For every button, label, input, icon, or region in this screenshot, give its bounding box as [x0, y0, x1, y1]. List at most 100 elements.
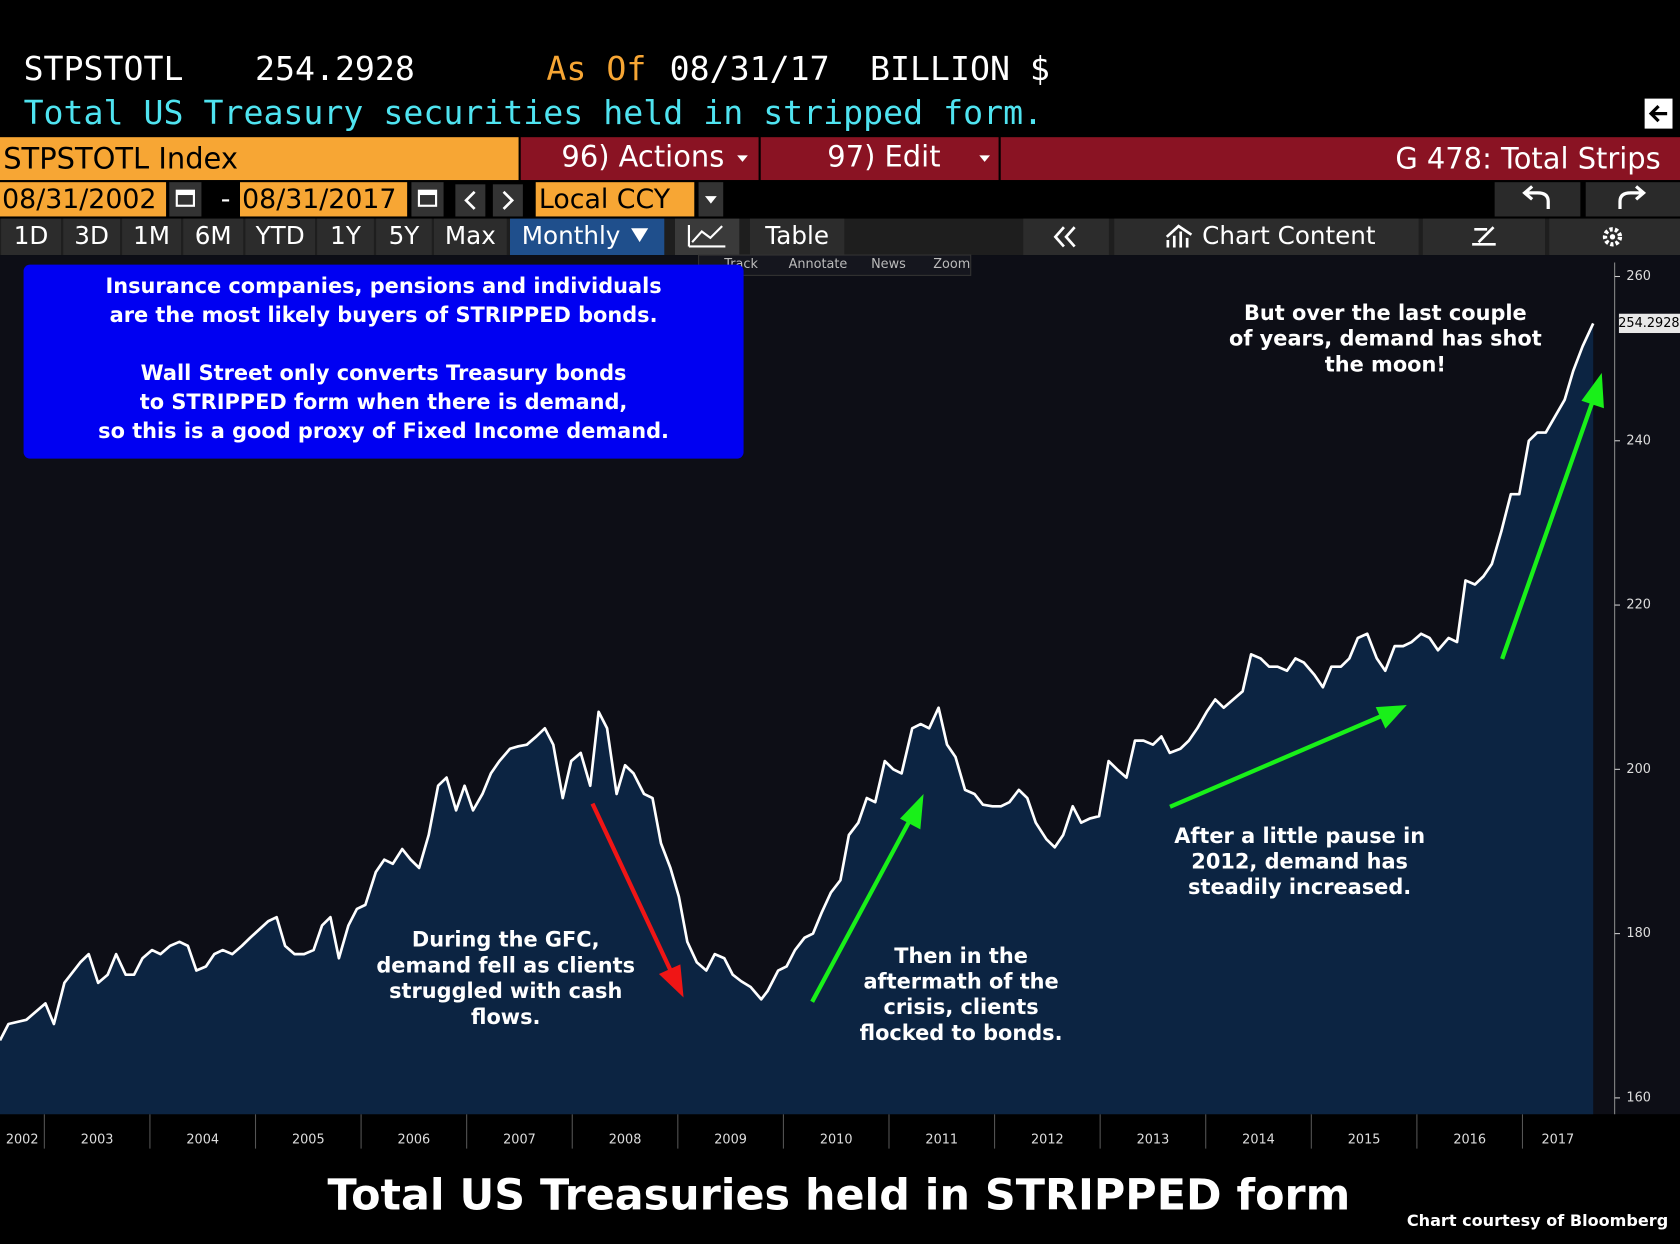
y-tick-label: 160 — [1626, 1090, 1651, 1105]
end-date: 08/31/2017 — [242, 184, 396, 215]
range-button[interactable] — [183, 218, 244, 256]
caret — [631, 228, 649, 243]
x-tick-label: 2015 — [1348, 1133, 1381, 1148]
annotation-line: are the most likely buyers of STRIPPED b… — [110, 303, 658, 327]
y-tick-label: 260 — [1626, 269, 1651, 284]
units: BILLION $ — [870, 49, 1050, 88]
y-tick-label: 220 — [1626, 598, 1651, 613]
chart-content-label: Chart Content — [1202, 221, 1376, 250]
x-axis-band — [0, 1114, 1680, 1151]
caret — [979, 155, 990, 162]
range-button[interactable] — [122, 218, 182, 256]
annotation-line: 2012, demand has — [1191, 850, 1408, 874]
x-tick-label: 2006 — [398, 1133, 431, 1148]
range-label: 1D — [14, 221, 49, 250]
chart-credit: Chart courtesy of Bloomberg — [1407, 1211, 1668, 1230]
table-label: Table — [764, 221, 829, 250]
calendar-icon[interactable] — [411, 182, 444, 217]
actions-menu[interactable] — [520, 137, 759, 181]
collapse-button[interactable] — [1023, 218, 1109, 256]
annotation-line: the moon! — [1325, 352, 1446, 376]
annotation-line: struggled with cash — [389, 979, 622, 1003]
security-name: STPSTOTL Index — [3, 142, 238, 176]
x-tick-label: 2012 — [1031, 1133, 1064, 1148]
last-value-label: 254.2928 — [1618, 316, 1679, 331]
next-button[interactable] — [492, 184, 523, 217]
annotation-line: aftermath of the — [863, 970, 1058, 994]
annotation-line: But over the last couple — [1244, 301, 1527, 325]
currency: Local CCY — [539, 184, 671, 215]
annotation-line: Then in the — [894, 944, 1028, 968]
currency-dropdown[interactable] — [698, 182, 724, 217]
x-tick-label: 2005 — [292, 1133, 325, 1148]
range-label: 6M — [195, 221, 232, 250]
actions-label: 96) Actions — [561, 140, 724, 174]
undo-button[interactable] — [1494, 182, 1581, 217]
as-of-date: 08/31/17 — [670, 49, 830, 88]
exit-icon[interactable] — [1644, 98, 1673, 129]
calendar-icon[interactable] — [169, 182, 202, 217]
y-tick-label: 200 — [1626, 762, 1651, 777]
edit-menu[interactable] — [760, 137, 999, 181]
redo-button[interactable] — [1585, 182, 1680, 217]
arrow-green — [1500, 372, 1604, 660]
arrow-red — [590, 802, 684, 998]
end-date-field[interactable] — [240, 182, 408, 217]
x-tick-label: 2014 — [1242, 1133, 1275, 1148]
description: Total US Treasury securities held in str… — [24, 93, 1044, 132]
date-separator: - — [221, 184, 231, 215]
annotation-line: so this is a good proxy of Fixed Income … — [98, 419, 669, 443]
range-button[interactable] — [317, 218, 374, 256]
chart-view-button[interactable] — [675, 218, 740, 256]
currency-field[interactable] — [535, 182, 695, 217]
tool-label[interactable]: Zoom — [933, 257, 970, 272]
annotation-line: to STRIPPED form when there is demand, — [140, 390, 628, 414]
settings-button[interactable] — [1549, 218, 1680, 256]
range-label: YTD — [255, 221, 305, 250]
range-button[interactable] — [245, 218, 315, 256]
range-button[interactable] — [376, 218, 432, 256]
line — [0, 322, 1595, 1042]
annotation-line: crisis, clients — [884, 995, 1039, 1019]
security-field[interactable] — [0, 137, 519, 181]
tool-label[interactable]: Annotate — [789, 257, 848, 272]
y-tick-label: 240 — [1626, 433, 1651, 448]
y-tick-label: 180 — [1626, 926, 1651, 941]
prev-button[interactable] — [455, 184, 486, 217]
start-date-field[interactable] — [0, 182, 167, 217]
range-button[interactable] — [63, 218, 120, 256]
chart-content-button[interactable] — [1114, 218, 1419, 256]
annotation-line: Insurance companies, pensions and indivi… — [105, 274, 661, 298]
area — [0, 323, 1594, 1115]
annotation-line: Wall Street only converts Treasury bonds — [141, 361, 627, 385]
frequency: Monthly — [522, 221, 621, 250]
annotation-line: After a little pause in — [1174, 824, 1425, 848]
x-tick-label: 2010 — [820, 1133, 853, 1148]
range-label: 3D — [74, 221, 109, 250]
tool-label[interactable]: News — [871, 257, 906, 272]
start-date: 08/31/2002 — [2, 184, 156, 215]
annotation-line: demand fell as clients — [376, 953, 635, 977]
x-tick-label: 2003 — [81, 1133, 114, 1148]
chart-name-bar — [1000, 137, 1680, 181]
x-tick-label: 2017 — [1542, 1133, 1575, 1148]
edit-chart-button[interactable] — [1422, 218, 1545, 256]
table-button[interactable] — [750, 218, 845, 256]
annotation-line: During the GFC, — [412, 928, 600, 952]
range-label: Max — [445, 221, 496, 250]
range-button[interactable] — [433, 218, 507, 256]
edit-label: 97) Edit — [827, 140, 940, 174]
annotation-line: flows. — [471, 1005, 540, 1029]
range-label: 1M — [133, 221, 170, 250]
annotation-line: steadily increased. — [1188, 875, 1411, 899]
x-tick-label: 2011 — [925, 1133, 958, 1148]
chart-content-icon — [1165, 224, 1193, 248]
range-button[interactable] — [1, 218, 62, 256]
chart-name: G 478: Total Strips — [1395, 142, 1660, 176]
as-of-label: As Of — [546, 49, 646, 88]
chart-title: Total US Treasuries held in STRIPPED for… — [328, 1170, 1351, 1220]
arrow-green — [810, 793, 924, 1003]
range-label: 1Y — [330, 221, 362, 250]
x-tick-label: 2002 — [6, 1133, 39, 1148]
annotation-line: of years, demand has shot — [1229, 327, 1542, 351]
